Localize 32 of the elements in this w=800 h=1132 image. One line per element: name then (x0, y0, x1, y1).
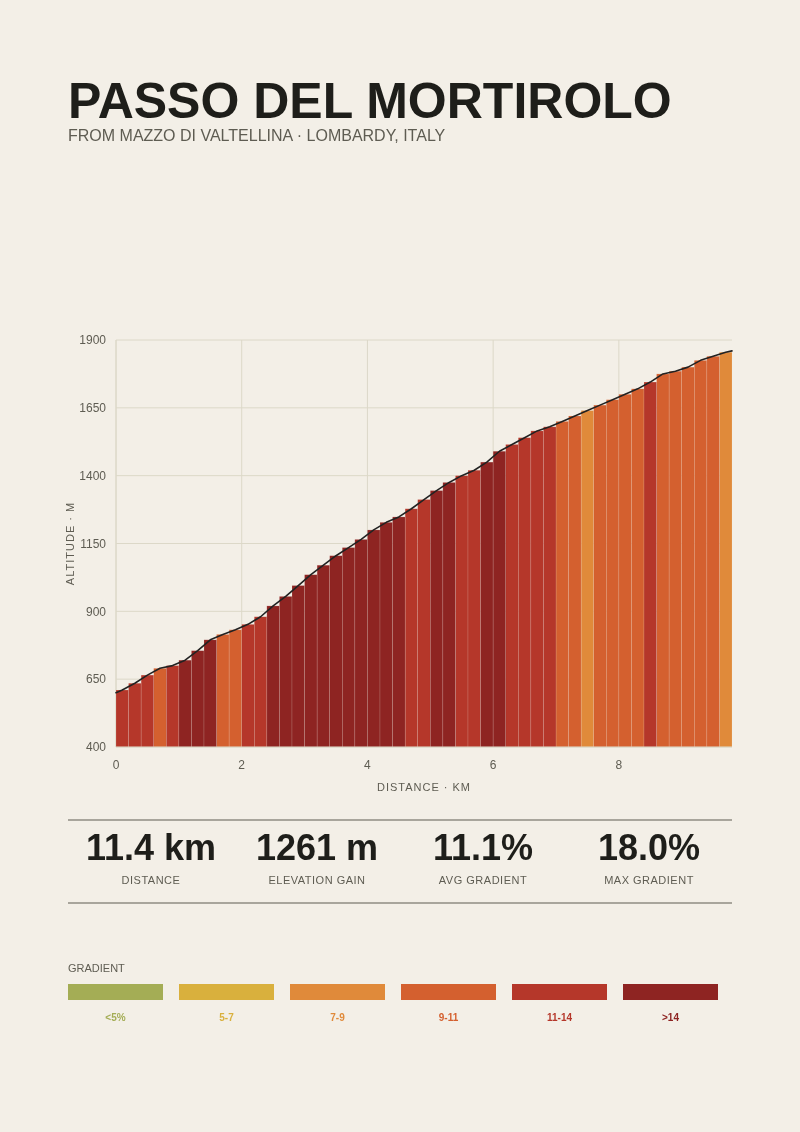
text: 7-9 (330, 1012, 346, 1023)
text: 1261 m (255, 827, 379, 868)
text: DISTANCE (121, 874, 181, 886)
y-tick-label: 1400 (79, 468, 107, 483)
x-tick-label: 8 (615, 758, 623, 772)
y-tick-label: 900 (85, 604, 107, 619)
y-axis-title: ALTITUDE · M (64, 501, 76, 586)
text: MAX GRADIENT (604, 874, 694, 886)
y-tick-label: 1900 (79, 333, 107, 348)
line-series (115, 350, 733, 694)
x-tick-label: 4 (364, 758, 372, 772)
y-tick-label: 400 (85, 740, 107, 755)
y-tick-label: 1650 (79, 401, 107, 416)
legend-title: GRADIENT (68, 962, 126, 974)
text: ELEVATION GAIN (268, 874, 366, 886)
legend-label: 5-7 (219, 1012, 235, 1023)
text: >14 (662, 1012, 680, 1023)
x-tick-label: 6 (489, 758, 497, 772)
x-tick-label: 2 (238, 758, 246, 772)
legend-label: <5% (105, 1012, 126, 1023)
text: 11.4 km (85, 827, 217, 868)
y-tick-label: 650 (85, 672, 107, 687)
text: AVG GRADIENT (438, 874, 528, 886)
x-tick-label: 0 (112, 758, 120, 772)
text: 9-11 (438, 1012, 459, 1023)
text: 11.1% (432, 827, 534, 868)
chart-title: PASSO DEL MORTIROLO (68, 73, 672, 129)
chart-subtitle: FROM MAZZO DI VALTELLINA · LOMBARDY, ITALY (68, 127, 446, 144)
text: 11-14 (546, 1012, 573, 1023)
x-axis-title: DISTANCE · KM (376, 781, 472, 793)
text: 18.0% (597, 827, 701, 868)
y-tick-label: 1150 (80, 536, 107, 551)
